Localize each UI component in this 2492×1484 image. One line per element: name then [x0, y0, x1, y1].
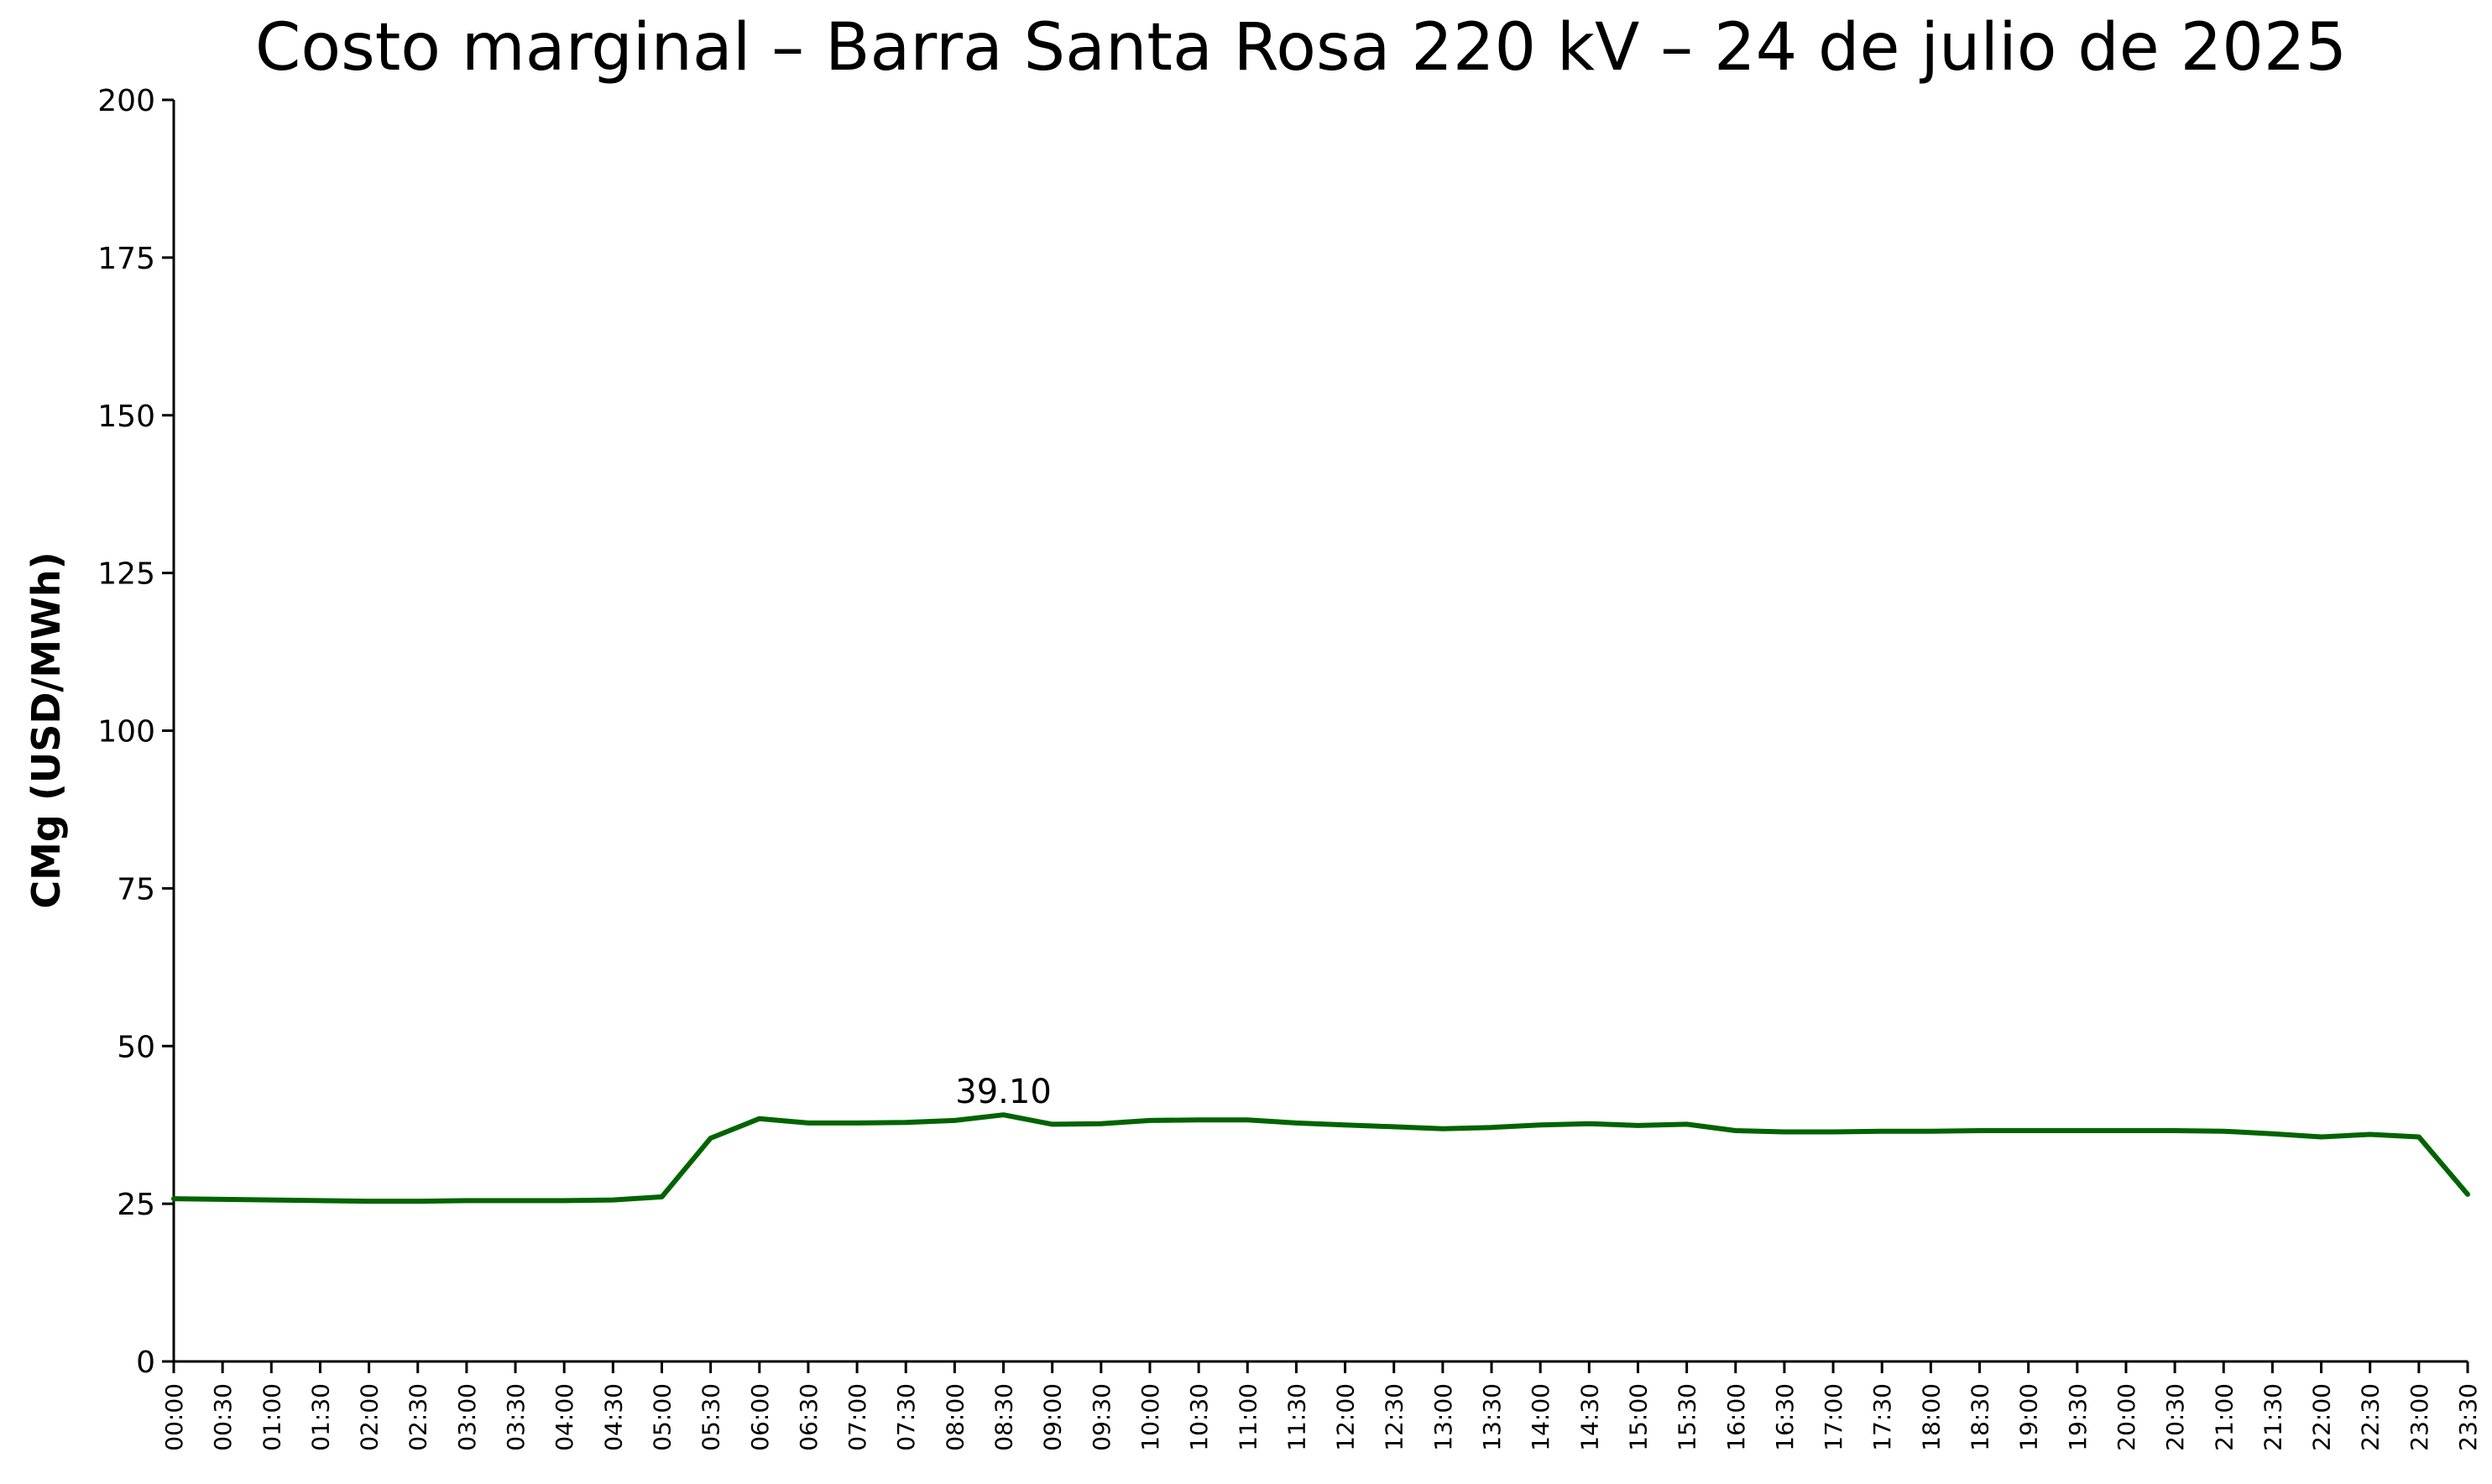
x-tick-label: 16:00	[1722, 1383, 1750, 1451]
x-axis-ticks: 00:00 00:30 01:00 01:30 02:00 02:30 03:00 03:30…	[160, 1361, 2482, 1451]
data-label: 39.10	[955, 1073, 1052, 1111]
x-tick-label: 17:30	[1868, 1383, 1896, 1451]
x-tick-label: 09:30	[1088, 1383, 1115, 1451]
x-tick-label: 23:00	[2406, 1383, 2433, 1451]
x-tick-label: 12:30	[1381, 1383, 1408, 1451]
y-tick-label: 25	[117, 1188, 155, 1222]
y-tick-label: 200	[97, 84, 155, 118]
y-tick-label: 175	[97, 242, 155, 276]
series-layer	[171, 1112, 2470, 1204]
x-tick-label: 04:00	[551, 1383, 578, 1451]
x-tick-label: 11:00	[1234, 1383, 1262, 1451]
y-tick-label: 0	[136, 1346, 155, 1380]
x-tick-label: 20:00	[2113, 1383, 2140, 1451]
x-tick-label: 18:00	[1917, 1383, 1945, 1451]
annotation-layer: 39.10	[955, 1073, 1052, 1111]
x-tick-label: 22:30	[2357, 1383, 2385, 1451]
y-tick-label: 100	[97, 715, 155, 750]
x-tick-label: 19:00	[2015, 1383, 2043, 1451]
x-tick-label: 16:30	[1771, 1383, 1799, 1451]
x-tick-label: 03:00	[453, 1383, 481, 1451]
x-tick-label: 02:30	[405, 1383, 432, 1451]
x-tick-label: 04:30	[599, 1383, 627, 1451]
x-tick-label: 08:30	[990, 1383, 1018, 1451]
x-tick-label: 23:30	[2454, 1383, 2482, 1451]
x-tick-label: 07:00	[844, 1383, 871, 1451]
y-axis-label: CMg (USD/MWh)	[24, 551, 69, 908]
x-tick-label: 09:00	[1039, 1383, 1067, 1451]
x-tick-label: 08:00	[941, 1383, 969, 1451]
x-tick-label: 05:30	[697, 1383, 725, 1451]
x-tick-label: 05:00	[648, 1383, 676, 1451]
x-tick-label: 07:30	[892, 1383, 920, 1451]
x-tick-label: 01:00	[258, 1383, 285, 1451]
x-tick-label: 21:30	[2259, 1383, 2286, 1451]
x-tick-label: 00:00	[160, 1383, 188, 1451]
x-tick-label: 14:30	[1575, 1383, 1603, 1451]
x-tick-label: 06:30	[795, 1383, 823, 1451]
x-tick-label: 03:30	[502, 1383, 530, 1451]
x-tick-label: 13:30	[1478, 1383, 1506, 1451]
x-tick-label: 00:30	[209, 1383, 237, 1451]
chart-title: Costo marginal – Barra Santa Rosa 220 kV…	[255, 10, 2347, 86]
x-tick-label: 20:30	[2161, 1383, 2189, 1451]
x-tick-label: 15:30	[1674, 1383, 1701, 1451]
series-line	[171, 1112, 2470, 1204]
y-axis-ticks: 0 25 50 75 100 125 150 175 200	[97, 84, 174, 1380]
x-tick-label: 12:00	[1332, 1383, 1360, 1451]
x-tick-label: 15:00	[1624, 1383, 1652, 1451]
x-tick-label: 13:00	[1429, 1383, 1457, 1451]
x-tick-label: 01:30	[306, 1383, 334, 1451]
y-tick-label: 75	[117, 872, 155, 907]
x-tick-label: 06:00	[746, 1383, 774, 1451]
x-tick-label: 10:30	[1185, 1383, 1213, 1451]
x-tick-label: 19:30	[2064, 1383, 2092, 1451]
y-tick-label: 125	[97, 557, 155, 592]
x-tick-label: 10:00	[1136, 1383, 1164, 1451]
x-tick-label: 21:00	[2210, 1383, 2238, 1451]
x-tick-label: 11:30	[1283, 1383, 1310, 1451]
y-tick-label: 150	[97, 400, 155, 434]
x-tick-label: 22:00	[2308, 1383, 2336, 1451]
y-tick-label: 50	[117, 1030, 155, 1064]
x-tick-label: 17:00	[1820, 1383, 1847, 1451]
x-tick-label: 14:00	[1527, 1383, 1554, 1451]
x-tick-label: 02:00	[356, 1383, 384, 1451]
x-tick-label: 18:30	[1967, 1383, 1994, 1451]
